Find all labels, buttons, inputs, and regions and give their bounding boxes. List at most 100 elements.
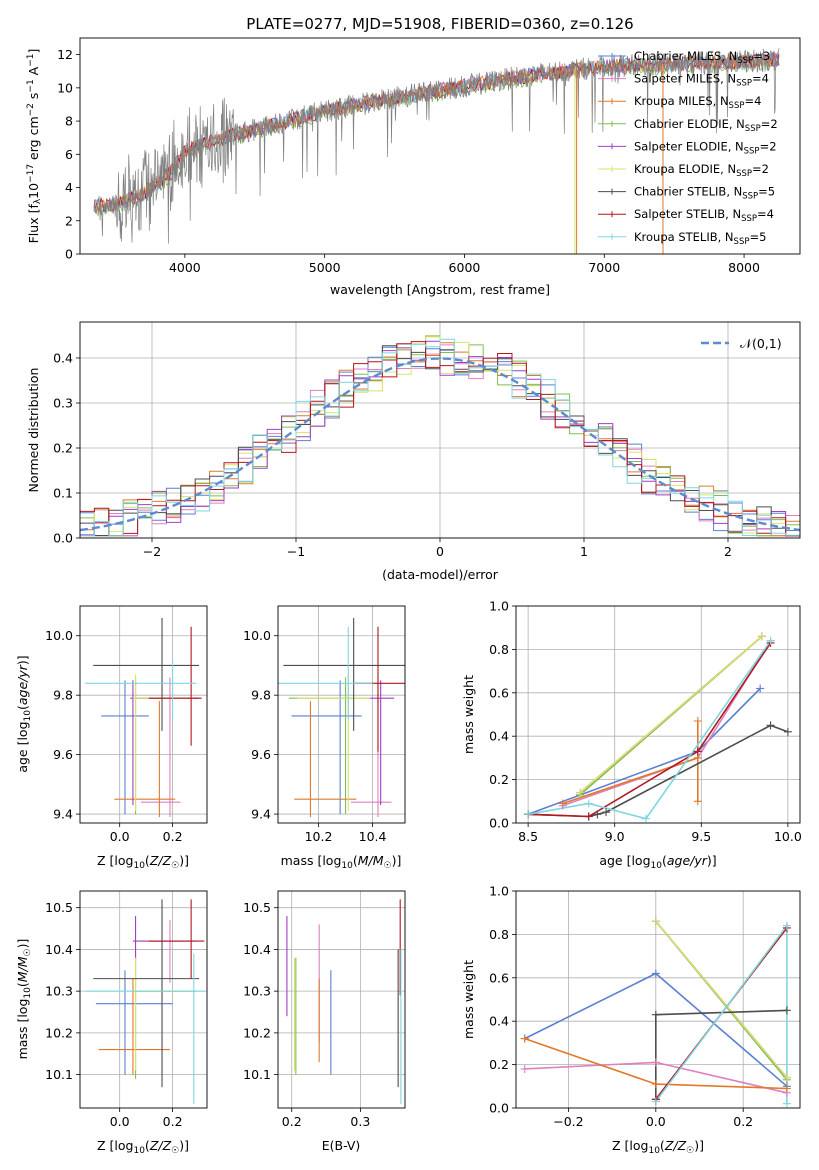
y-tick-label-age_vs_Z: 9.8 [53, 688, 73, 703]
x-tick-label-weight_vs_age: 9.5 [691, 829, 711, 844]
legend-label-chab_elodie: Chabrier ELODIE, NSSP=2 [634, 117, 778, 134]
weight-marker-krou_miles [782, 1084, 791, 1093]
x-axis-label-weight-vs-age: age [log10(age/yr)] [599, 853, 716, 871]
y-tick-label-age_vs_Z: 9.4 [53, 807, 73, 822]
weight-marker-chab_miles [651, 969, 660, 978]
y-axis-label-spectrum: Flux [fλ10−17 erg cm−2 s−1 A−1] [26, 49, 43, 244]
legend-label-salp_elodie: Salpeter ELODIE, NSSP=2 [634, 139, 777, 156]
chart-residuals: −2 −1 0 1 2 0.0 0.1 0.2 0.3 0.4 (data-model)/error… [26, 321, 801, 582]
y-tick-label-spectrum: 12 [57, 47, 73, 62]
spectrum-observed [93, 48, 780, 244]
histogram-salp_stelib [80, 341, 800, 537]
plot-area-age_vs_Z [80, 606, 207, 823]
x-axis-label-age-vs-Z: Z [log10(Z/Z☉)] [97, 853, 189, 871]
weight-marker-krou_elodie [576, 788, 585, 797]
x-tick-label-age_vs_Z: 0.0 [110, 829, 130, 844]
y-tick-label-age_vs_Z: 10.0 [45, 628, 73, 643]
y-tick-label-spectrum: 2 [65, 213, 73, 228]
y-tick-label-mass_vs_Z: 10.3 [45, 984, 73, 999]
weight-marker-salp_stelib [584, 812, 593, 821]
weight-marker-krou_stelib [651, 1097, 660, 1106]
plot-area-mass_vs_ebv [278, 891, 405, 1108]
x-axis-label-residuals: (data-model)/error [382, 567, 499, 582]
weight-marker-krou_stelib [766, 636, 775, 645]
weight-line-krou_elodie [579, 635, 763, 794]
x-tick-label-residuals: 0 [436, 544, 444, 559]
x-tick-label-weight_vs_Z: −0.2 [553, 1114, 583, 1129]
legend-spectrum: Chabrier MILES, NSSP=3 Salpeter MILES, NS… [598, 49, 778, 247]
axes-frame-age_vs_Z [79, 605, 208, 824]
y-tick-label-residuals: 0.0 [53, 531, 73, 546]
weight-marker-krou_stelib [782, 921, 791, 930]
y-axis-label-age-vs-Z: age [log10(age/yr)] [15, 655, 33, 772]
y-tick-label-mass_vs_Z: 10.4 [45, 942, 73, 957]
y-axis-label-weight_vs_age: mass weight [461, 675, 476, 754]
x-tick-label-spectrum: 8000 [728, 260, 760, 275]
chart-weight_vs_Z: −0.2 0.0 0.2 0.0 0.2 0.4 0.6 0.8 1.0 mass weight Z… [461, 884, 801, 1156]
y-tick-label-mass_vs_ebv: 10.3 [243, 984, 271, 999]
weight-marker-krou_miles [651, 1080, 660, 1089]
x-tick-label-age_vs_Z: 0.2 [163, 829, 183, 844]
weight-marker-krou_stelib [584, 799, 593, 808]
plot-area-mass_vs_Z [80, 891, 207, 1108]
x-axis-label-mass-vs-ebv: E(B-V) [322, 1138, 361, 1153]
y-tick-label-age_vs_mass: 9.4 [251, 807, 271, 822]
y-tick-label-mass_vs_ebv: 10.2 [243, 1025, 271, 1040]
legend-label-normal: 𝒩(0,1) [740, 336, 782, 351]
weight-marker-chab_stelib [602, 808, 611, 817]
x-tick-label-mass_vs_Z: 0.2 [163, 1114, 183, 1129]
x-tick-label-residuals: −1 [287, 544, 305, 559]
legend-label-chab_miles: Chabrier MILES, NSSP=3 [634, 49, 770, 66]
y-tick-label-residuals: 0.2 [53, 441, 73, 456]
y-tick-label-mass_vs_Z: 10.2 [45, 1025, 73, 1040]
weight-marker-krou_miles [558, 799, 567, 808]
plot-area-spectrum [93, 48, 780, 254]
y-tick-label-spectrum: 4 [65, 180, 73, 195]
x-tick-label-mass_vs_ebv: 0.2 [282, 1114, 302, 1129]
chart-mass_vs_Z: 0.0 0.2 10.1 10.2 10.3 10.4 10.5 Z [log10(Z/Z☉)… [15, 890, 208, 1156]
legend-label-krou_stelib: Kroupa STELIB, NSSP=5 [634, 230, 766, 247]
y-tick-label-mass_vs_ebv: 10.1 [243, 1067, 271, 1082]
y-tick-label-mass_vs_ebv: 10.5 [243, 900, 271, 915]
x-tick-label-weight_vs_age: 10.0 [774, 829, 802, 844]
x-axis-label-weight-vs-Z: Z [log10(Z/Z☉)] [612, 1138, 704, 1156]
y-tick-label-weight_vs_age: 0.6 [489, 685, 509, 700]
plot-area-age_vs_mass [278, 606, 405, 823]
histogram-chab_stelib [80, 345, 800, 537]
y-tick-label-residuals: 0.1 [53, 486, 73, 501]
chart-spectrum: 4000 5000 6000 7000 8000 0 2 4 6 8 10 12 wavelength … [26, 37, 801, 297]
chart-mass_vs_ebv: 0.2 0.3 10.1 10.2 10.3 10.4 10.5 E(B-V) [243, 890, 406, 1153]
y-tick-label-weight_vs_Z: 0.0 [489, 1101, 509, 1116]
axes-frame-weight_vs_Z [515, 890, 801, 1109]
y-tick-label-weight_vs_age: 0.0 [489, 816, 509, 831]
y-tick-label-weight_vs_age: 0.4 [489, 729, 509, 744]
weight-marker-krou_elodie [757, 632, 766, 641]
y-tick-label-spectrum: 10 [57, 80, 73, 95]
legend-residuals: 𝒩(0,1) [701, 336, 782, 351]
weight-marker-chab_stelib [783, 727, 792, 736]
x-tick-label-spectrum: 5000 [309, 260, 341, 275]
histogram-krou_stelib [80, 338, 800, 537]
y-axis-label-weight_vs_Z: mass weight [461, 960, 476, 1039]
weight-marker-krou_miles [693, 797, 702, 806]
legend-label-chab_stelib: Chabrier STELIB, NSSP=5 [634, 185, 775, 202]
axes-frame-mass_vs_ebv [277, 890, 406, 1109]
x-tick-label-spectrum: 6000 [449, 260, 481, 275]
y-tick-label-age_vs_mass: 9.8 [251, 688, 271, 703]
weight-marker-krou_stelib [782, 1099, 791, 1108]
x-tick-label-age_vs_mass: 10.2 [305, 829, 333, 844]
weight-marker-chab_stelib [651, 1010, 660, 1019]
weight-marker-chab_miles [756, 684, 765, 693]
plot-area-residuals [80, 322, 800, 538]
x-tick-label-residuals: 2 [724, 544, 732, 559]
x-tick-label-mass_vs_Z: 0.0 [110, 1114, 130, 1129]
weight-line-salp_stelib [528, 642, 772, 818]
weight-line-krou_stelib [527, 640, 772, 820]
weight-marker-krou_miles [693, 717, 702, 726]
y-tick-label-weight_vs_age: 0.2 [489, 772, 509, 787]
legend-label-krou_miles: Kroupa MILES, NSSP=4 [634, 94, 761, 111]
weight-marker-krou_elodie [782, 1073, 791, 1082]
weight-line-chab_miles [527, 687, 761, 816]
weight-marker-krou_elodie [651, 917, 660, 926]
